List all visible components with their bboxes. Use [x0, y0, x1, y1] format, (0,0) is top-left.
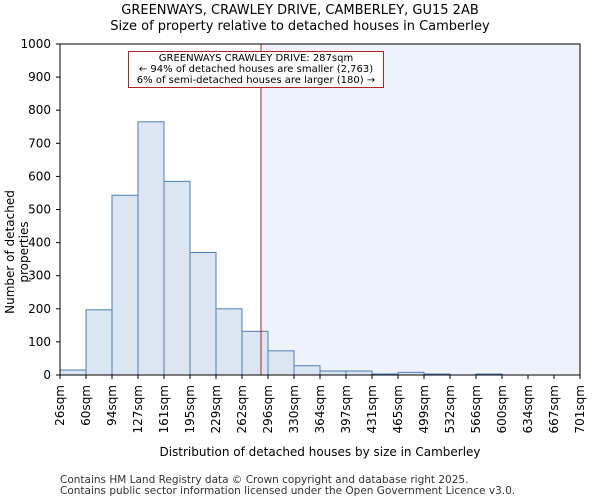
x-tick-label: 364sqm: [313, 385, 327, 433]
larger-region-shade: [260, 44, 580, 375]
y-tick-label: 500: [28, 203, 51, 217]
x-tick-label: 499sqm: [417, 385, 431, 433]
x-tick-label: 26sqm: [53, 385, 67, 426]
x-tick-label: 465sqm: [391, 385, 405, 433]
x-tick-label: 195sqm: [183, 385, 197, 433]
histogram-bar: [111, 194, 139, 376]
x-tick-label: 667sqm: [547, 385, 561, 433]
x-tick-label: 262sqm: [235, 385, 249, 433]
y-tick-label: 0: [43, 368, 51, 382]
x-tick-label: 296sqm: [261, 385, 275, 433]
histogram-bar: [319, 370, 347, 376]
y-tick-label: 200: [28, 302, 51, 316]
x-tick-label: 397sqm: [339, 385, 353, 433]
x-axis-label: Distribution of detached houses by size …: [159, 445, 481, 459]
y-tick-label: 700: [28, 136, 51, 150]
x-tick-label: 229sqm: [209, 385, 223, 433]
histogram-bar: [85, 309, 113, 376]
y-tick-label: 1000: [20, 37, 51, 51]
x-tick-label: 600sqm: [495, 385, 509, 433]
y-tick-label: 900: [28, 70, 51, 84]
x-tick-label: 431sqm: [365, 385, 379, 433]
histogram-bar: [59, 369, 87, 376]
histogram-bar: [293, 365, 321, 376]
y-tick-label: 300: [28, 269, 51, 283]
y-tick-label: 100: [28, 335, 51, 349]
histogram-bar: [267, 350, 295, 376]
footer-line-2: Contains public sector information licen…: [60, 485, 516, 497]
histogram-bar: [241, 330, 269, 376]
x-tick-label: 566sqm: [469, 385, 483, 433]
x-tick-label: 94sqm: [105, 385, 119, 426]
annotation-box: GREENWAYS CRAWLEY DRIVE: 287sqm ← 94% of…: [128, 51, 384, 88]
x-tick-label: 634sqm: [521, 385, 535, 433]
histogram-bar: [137, 121, 165, 376]
annotation-line-2: ← 94% of detached houses are smaller (2,…: [138, 64, 374, 75]
y-tick-label: 800: [28, 103, 51, 117]
chart-title: GREENWAYS, CRAWLEY DRIVE, CAMBERLEY, GU1…: [121, 3, 479, 18]
histogram-bar: [215, 308, 243, 376]
x-tick-label: 701sqm: [573, 385, 587, 433]
x-tick-label: 532sqm: [443, 385, 457, 433]
histogram-bar: [163, 180, 191, 376]
x-tick-label: 161sqm: [157, 385, 171, 433]
y-axis-label: Number of detached properties: [3, 190, 31, 314]
histogram-bar: [189, 252, 217, 376]
y-tick-label: 400: [28, 236, 51, 250]
annotation-line-1: GREENWAYS CRAWLEY DRIVE: 287sqm: [158, 53, 354, 64]
y-tick-label: 600: [28, 169, 51, 183]
footer-line-1: Contains HM Land Registry data © Crown c…: [60, 474, 469, 486]
x-tick-label: 330sqm: [287, 385, 301, 433]
annotation-line-3: 6% of semi-detached houses are larger (1…: [136, 75, 376, 86]
x-tick-label: 127sqm: [131, 385, 145, 433]
x-tick-label: 60sqm: [79, 385, 93, 426]
chart-subtitle: Size of property relative to detached ho…: [110, 19, 490, 34]
histogram-bar: [345, 370, 373, 376]
